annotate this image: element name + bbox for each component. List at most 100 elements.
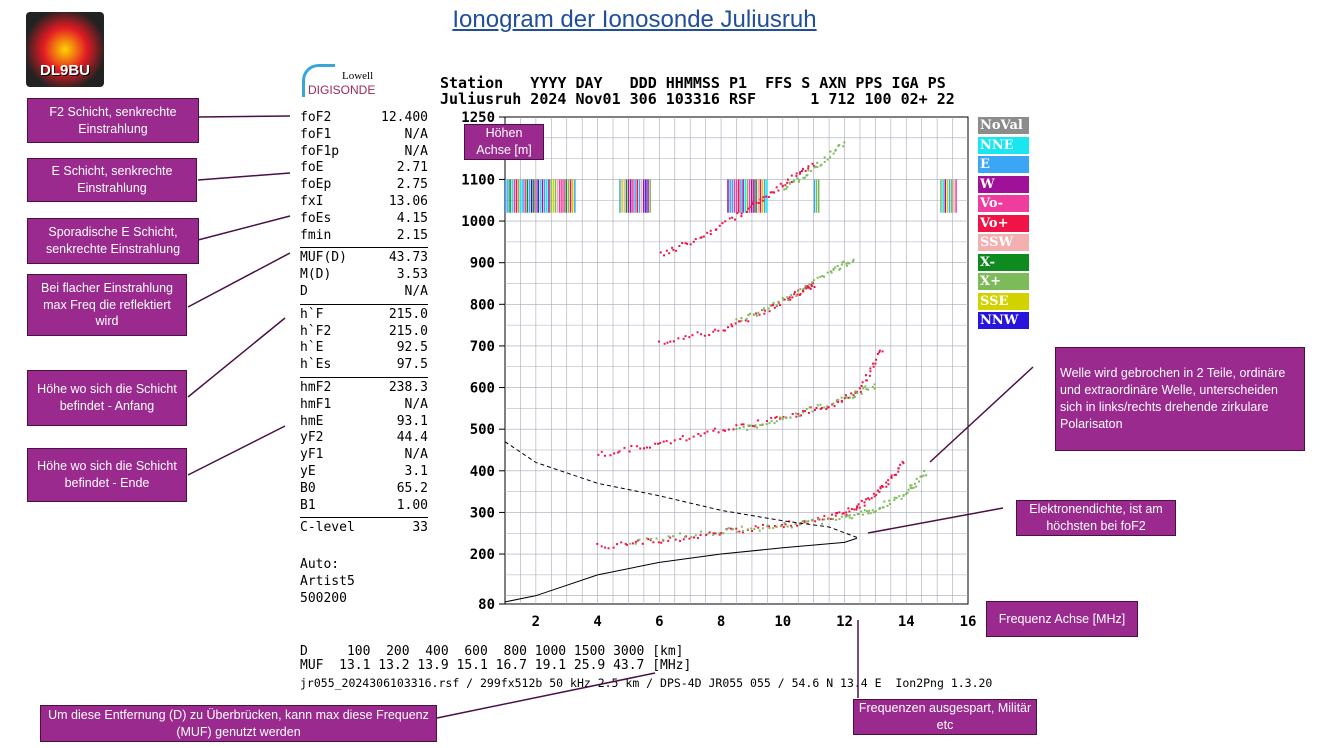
echo-point — [691, 536, 693, 538]
echo-point — [693, 241, 695, 243]
echo-point — [835, 519, 837, 521]
note-f2-layer: F2 Schicht, senkrechte Einstrahlung — [27, 98, 199, 143]
echo-point — [899, 464, 901, 466]
echo-point — [768, 196, 770, 198]
noise-mark — [531, 179, 533, 212]
echo-point — [741, 526, 743, 528]
echo-point — [868, 498, 870, 500]
echo-point — [903, 495, 905, 497]
echo-point — [630, 445, 632, 447]
x-tick-label: 14 — [898, 614, 915, 630]
x-tick-label: 2 — [532, 614, 540, 630]
echo-point — [758, 202, 760, 204]
echo-point — [657, 443, 659, 445]
echo-point — [785, 188, 787, 190]
echo-point — [688, 438, 690, 440]
noise-mark — [636, 179, 638, 212]
echo-point — [834, 266, 836, 268]
echo-point — [831, 514, 833, 516]
echo-point — [791, 526, 793, 528]
echo-point — [669, 341, 671, 343]
echo-point — [864, 505, 866, 507]
echo-point — [613, 452, 615, 454]
echo-point — [632, 542, 634, 544]
noise-mark — [533, 179, 535, 212]
echo-point — [859, 507, 861, 509]
echo-point — [847, 507, 849, 509]
echo-point — [736, 531, 738, 533]
echo-point — [846, 397, 848, 399]
echo-point — [786, 186, 788, 188]
echo-point — [837, 401, 839, 403]
noise-mark — [548, 179, 550, 212]
echo-point — [663, 254, 665, 256]
echo-point — [879, 507, 881, 509]
echo-point — [768, 307, 770, 309]
noise-mark — [516, 179, 518, 212]
echo-point — [639, 447, 641, 449]
noise-mark — [818, 179, 820, 212]
noise-mark — [734, 179, 736, 212]
echo-point — [869, 367, 871, 369]
echo-point — [746, 318, 748, 320]
echo-point — [819, 404, 821, 406]
echo-point — [921, 476, 923, 478]
echo-point — [841, 264, 843, 266]
echo-point — [810, 288, 812, 290]
echo-point — [869, 375, 871, 377]
y-tick-label: 300 — [470, 505, 495, 521]
echo-point — [865, 498, 867, 500]
noise-mark — [738, 179, 740, 212]
echo-point — [703, 236, 705, 238]
echo-point — [851, 517, 853, 519]
echo-point — [817, 404, 819, 406]
echo-point — [843, 512, 845, 514]
noise-mark — [524, 179, 526, 212]
echo-point — [808, 283, 810, 285]
noise-mark — [509, 179, 511, 212]
echo-point — [735, 318, 737, 320]
echo-point — [755, 525, 757, 527]
echo-point — [718, 431, 720, 433]
echo-point — [704, 335, 706, 337]
echo-point — [817, 518, 819, 520]
echo-point — [742, 530, 744, 532]
echo-point — [797, 413, 799, 415]
echo-point — [799, 524, 801, 526]
echo-point — [795, 295, 797, 297]
noise-mark — [945, 179, 947, 212]
echo-point — [836, 512, 838, 514]
echo-point — [770, 305, 772, 307]
echo-point — [809, 406, 811, 408]
echo-point — [798, 181, 800, 183]
echo-point — [761, 424, 763, 426]
noise-mark — [951, 179, 953, 212]
echo-point — [807, 167, 809, 169]
x-tick-label: 16 — [960, 614, 977, 630]
echo-point — [684, 335, 686, 337]
echo-point — [747, 424, 749, 426]
echo-point — [743, 426, 745, 428]
echo-point — [765, 196, 767, 198]
y-tick-label: 500 — [470, 422, 495, 438]
legend-item-sse: SSE — [978, 293, 1029, 310]
echo-point — [691, 334, 693, 336]
echo-point — [735, 322, 737, 324]
echo-point — [798, 179, 800, 181]
noise-mark — [518, 179, 520, 212]
legend-item-x: X+ — [978, 273, 1029, 290]
y-tick-label: 1100 — [461, 172, 495, 188]
echo-point — [724, 430, 726, 432]
echo-point — [658, 341, 660, 343]
echo-point — [690, 243, 692, 245]
echo-point — [770, 417, 772, 419]
echo-point — [805, 170, 807, 172]
echo-point — [831, 272, 833, 274]
echo-point — [793, 181, 795, 183]
echo-point — [792, 413, 794, 415]
noise-mark — [563, 179, 565, 212]
echo-point — [782, 297, 784, 299]
echo-point — [811, 519, 813, 521]
echo-point — [643, 447, 645, 449]
echo-point — [883, 500, 885, 502]
